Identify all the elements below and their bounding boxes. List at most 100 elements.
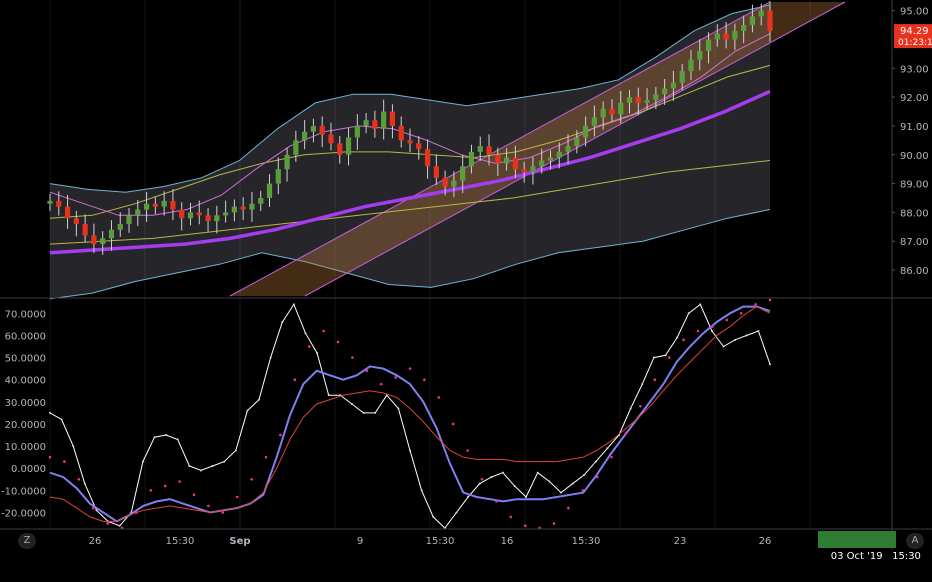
candle-up: [618, 102, 624, 115]
oscillator-dot: [480, 478, 484, 481]
zoom-button[interactable]: Z: [18, 533, 36, 549]
last-price-tag: [894, 24, 932, 49]
oscillator-tick-label: 10.0000: [5, 442, 46, 453]
candle-down: [521, 169, 527, 173]
candle-up: [741, 25, 747, 31]
oscillator-dot: [725, 318, 729, 322]
oscillator-dot: [178, 480, 181, 483]
zoom-button-label: Z: [23, 535, 31, 546]
trading-chart[interactable]: 95.00 93.00 92.00 91.00 90.00 89.00 88.00 87.00…: [0, 0, 932, 562]
oscillator-tick-label: 70.0000: [5, 309, 46, 320]
oscillator-dot: [394, 376, 397, 379]
candle-down: [152, 203, 158, 207]
oscillator-white-point: [165, 434, 168, 437]
candle-down: [398, 125, 404, 141]
oscillator-white-point: [176, 438, 179, 441]
slow-sma-line: [49, 160, 771, 245]
candle-up: [47, 200, 53, 204]
oscillator-white-point: [710, 329, 713, 332]
candle-up: [697, 51, 703, 60]
oscillator-dot: [423, 378, 426, 381]
candle-down: [407, 140, 413, 144]
price-tick-label: 87.00: [900, 237, 929, 248]
long-ema-line: [49, 89, 771, 255]
candle-up: [354, 125, 360, 138]
oscillator-dot: [523, 524, 527, 528]
oscillator-blue-line: [49, 305, 771, 523]
oscillator-white-point: [769, 363, 771, 366]
price-pane[interactable]: [47, 1, 846, 300]
candle-up: [644, 100, 650, 103]
oscillator-white-point: [699, 303, 702, 306]
oscillator-white-point: [281, 321, 284, 324]
price-tick-label: 86.00: [900, 266, 929, 277]
oscillator-tick-label: 40.0000: [5, 376, 46, 387]
candle-up: [143, 203, 150, 210]
oscillator-white-point: [664, 354, 667, 357]
candle-up: [249, 203, 255, 210]
candle-up: [565, 146, 571, 152]
oscillator-dot: [595, 475, 599, 479]
candle-up: [591, 117, 597, 126]
candle-up: [302, 131, 308, 141]
oscillator-dot: [696, 329, 700, 333]
grid-lines: [49, 0, 811, 528]
oscillator-white-point: [722, 345, 725, 348]
oscillator-white-point: [594, 460, 597, 463]
oscillator-white-point: [72, 445, 75, 448]
oscillator-white-point: [362, 411, 365, 414]
candle-up: [345, 137, 352, 155]
oscillator-white-line: [49, 303, 771, 529]
oscillator-dot: [235, 495, 239, 499]
auto-scale-button[interactable]: A: [906, 533, 924, 549]
candle-down: [495, 154, 501, 164]
candle-up: [758, 10, 764, 17]
time-cursor-text: 03 Oct '19 15:30: [830, 551, 921, 562]
candle-down: [424, 149, 431, 167]
oscillator-white-point: [734, 338, 737, 341]
candle-down: [635, 97, 641, 103]
oscillator-dot: [653, 378, 657, 381]
candle-up: [626, 97, 633, 103]
candle-down: [179, 209, 185, 219]
time-tick-label: Sep: [229, 536, 250, 547]
candle-up: [530, 166, 536, 173]
oscillator-dot: [379, 382, 383, 386]
oscillator-white-point: [95, 509, 98, 512]
oscillator-white-point: [455, 511, 458, 514]
candle-down: [73, 218, 79, 224]
candle-down: [512, 157, 518, 170]
oscillator-white-point: [652, 356, 655, 359]
bollinger-lower-line: [49, 209, 771, 300]
oscillator-dot: [163, 484, 167, 488]
chart-svg[interactable]: 95.00 93.00 92.00 91.00 90.00 89.00 88.00 87.00…: [0, 0, 932, 550]
oscillator-white-point: [757, 329, 760, 332]
candle-down: [416, 143, 422, 149]
oscillator-white-point: [199, 469, 202, 472]
candle-up: [187, 212, 194, 219]
price-tick-label: 89.00: [900, 180, 929, 191]
candle-down: [196, 212, 202, 216]
oscillator-dot: [624, 431, 628, 435]
oscillator-white-point: [478, 482, 481, 485]
oscillator-dot: [207, 504, 210, 508]
candle-down: [442, 177, 448, 187]
candle-down: [319, 125, 325, 135]
oscillator-white-point: [316, 352, 319, 355]
oscillator-pane[interactable]: [48, 298, 772, 530]
candle-up: [135, 209, 141, 216]
candle-up: [363, 120, 369, 126]
oscillator-white-point: [258, 398, 261, 401]
candle-up: [574, 137, 580, 147]
oscillator-tick-label: 30.0000: [5, 398, 46, 409]
price-tick-label: 92.00: [900, 93, 929, 104]
oscillator-dot: [279, 433, 282, 437]
candle-down: [91, 235, 97, 245]
candle-up: [284, 154, 290, 170]
oscillator-dot: [365, 369, 369, 373]
candle-down: [240, 206, 246, 210]
oscillator-dot: [466, 449, 469, 452]
oscillator-dot: [293, 378, 297, 381]
oscillator-dot: [437, 396, 441, 399]
time-tick-label: 26: [759, 536, 772, 547]
